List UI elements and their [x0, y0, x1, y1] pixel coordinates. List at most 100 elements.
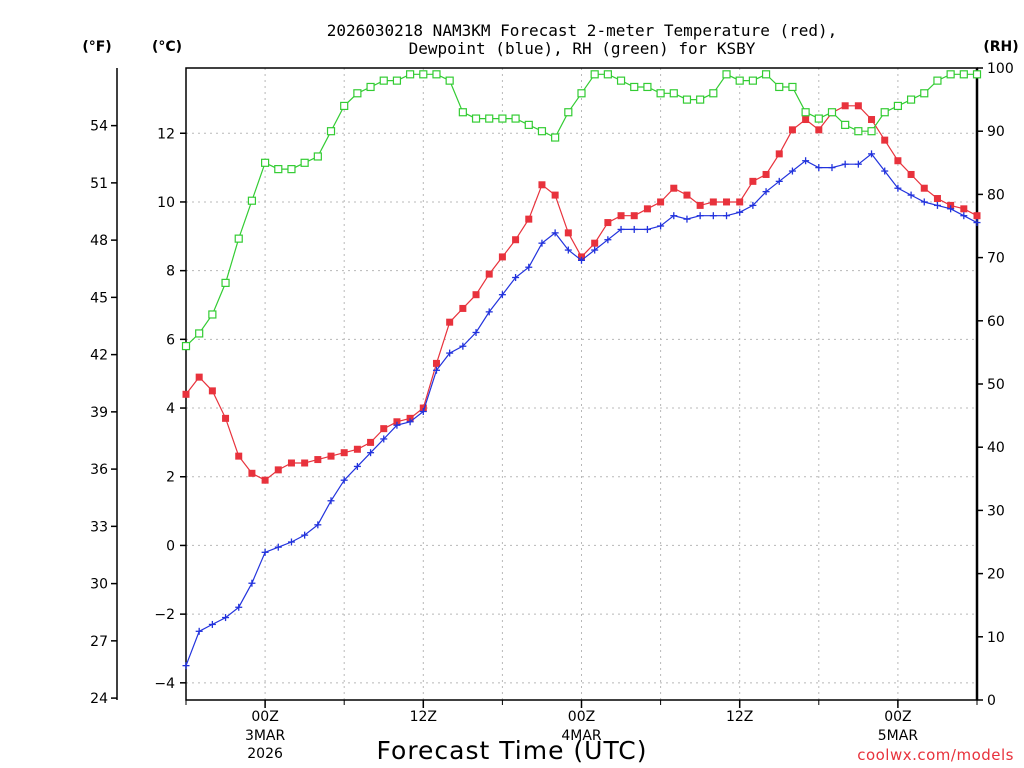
rh-line — [185, 73, 977, 347]
fahrenheit-tick-label: 54 — [90, 119, 108, 135]
rh-point — [722, 70, 731, 79]
rh-point — [247, 196, 257, 205]
dewpoint-point — [393, 421, 401, 429]
rh-point — [326, 127, 336, 136]
fahrenheit-tick-label: 24 — [90, 691, 108, 707]
dewpoint-point — [551, 229, 559, 237]
rh-point — [313, 152, 322, 161]
temperature-point — [340, 449, 348, 457]
dewpoint-point — [841, 160, 849, 168]
temperature-point — [459, 304, 467, 312]
x-tick-date: 4MAR — [561, 728, 602, 744]
dewpoint-point — [367, 449, 375, 457]
dewpoint-point — [670, 212, 678, 220]
dewpoint-point — [353, 462, 361, 470]
rh-point — [537, 127, 547, 136]
dewpoint-point — [222, 614, 230, 622]
temperature-point — [472, 291, 480, 299]
dewpoint-point — [696, 212, 704, 220]
rh-point — [972, 70, 982, 79]
temperature-point — [235, 452, 243, 460]
rh-tick-label: 40 — [987, 440, 1005, 456]
x-axis-label: Forecast Time (UTC) — [377, 736, 648, 765]
dewpoint-point — [485, 308, 493, 316]
dewpoint-point — [828, 164, 836, 172]
x-tick-label: 00Z — [568, 709, 595, 725]
fahrenheit-tick-label: 39 — [90, 405, 108, 421]
fahrenheit-tick-label: 36 — [90, 462, 108, 478]
dewpoint-point — [327, 497, 335, 505]
dewpoint-point — [274, 543, 282, 551]
credit-text: coolwx.com/models — [857, 746, 1014, 764]
temperature-point — [643, 205, 651, 213]
temperature-point — [327, 452, 335, 460]
rh-point — [195, 329, 204, 338]
rh-point — [353, 89, 362, 98]
dewpoint-point — [749, 201, 757, 209]
x-tick-label: 12Z — [726, 709, 753, 725]
dewpoint-point — [802, 157, 810, 165]
temperature-point — [591, 239, 599, 247]
temperature-point — [802, 116, 810, 124]
temperature-point — [208, 387, 216, 395]
dewpoint-point — [287, 538, 295, 546]
rh-tick-label: 80 — [987, 187, 1005, 203]
x-tick-label: 00Z — [884, 709, 911, 725]
temperature-point — [604, 219, 612, 227]
temperature-point — [353, 445, 361, 453]
temperature-point — [749, 177, 757, 185]
rh-point — [511, 114, 520, 123]
dewpoint-point — [195, 627, 203, 635]
dewpoint-point — [657, 222, 665, 230]
rh-point — [801, 108, 810, 117]
rh-point — [696, 95, 705, 104]
fahrenheit-tick-label: 33 — [90, 519, 108, 535]
rh-point — [669, 89, 678, 98]
rh-point — [392, 76, 402, 85]
temperature-point — [538, 181, 546, 189]
rh-tick-label: 30 — [987, 503, 1005, 519]
rh-tick-label: 20 — [987, 567, 1005, 583]
temperature-point — [762, 170, 770, 178]
rh-point — [406, 70, 415, 79]
celsius-tick-label: −2 — [154, 607, 175, 623]
rh-point — [564, 108, 573, 117]
axes: 2427303336394245485154−4−202468101201020… — [90, 61, 1014, 762]
dewpoint-point — [907, 191, 915, 199]
dewpoint-point — [868, 150, 876, 158]
temperature-point — [920, 184, 928, 192]
rh-point — [893, 101, 903, 111]
dewpoint-point — [881, 167, 889, 175]
rh-point — [432, 70, 441, 79]
x-tick-label: 12Z — [410, 709, 437, 725]
dewpoint-point — [709, 212, 717, 220]
dewpoint-point — [406, 418, 414, 426]
rh-point — [274, 165, 283, 174]
dewpoint-point — [498, 291, 506, 299]
rh-point — [906, 95, 916, 104]
fahrenheit-tick-label: 42 — [90, 348, 108, 364]
temperature-point — [551, 191, 559, 199]
rh-point — [827, 108, 837, 117]
temperature-point — [512, 236, 520, 244]
dewpoint-point — [432, 366, 440, 374]
fahrenheit-tick-label: 27 — [90, 634, 108, 650]
temperature-point — [933, 195, 941, 203]
temperature-point — [788, 126, 796, 134]
dewpoint-point — [591, 246, 599, 254]
rh-point — [458, 108, 467, 117]
rh-point — [287, 165, 296, 174]
dewpoint-point — [538, 239, 546, 247]
dewpoint-point — [512, 274, 520, 282]
rh-axis-unit: (RH) — [983, 39, 1018, 55]
dewpoint-point — [604, 236, 612, 244]
dewpoint-point — [419, 407, 427, 415]
rh-point — [419, 70, 428, 79]
dewpoint-point — [736, 208, 744, 216]
temperature-point — [498, 253, 506, 261]
temperature-point — [525, 215, 533, 223]
dewpoint-point — [788, 167, 796, 175]
dewpoint-point — [182, 662, 190, 670]
rh-point — [643, 82, 652, 92]
temperature-point — [775, 150, 783, 158]
